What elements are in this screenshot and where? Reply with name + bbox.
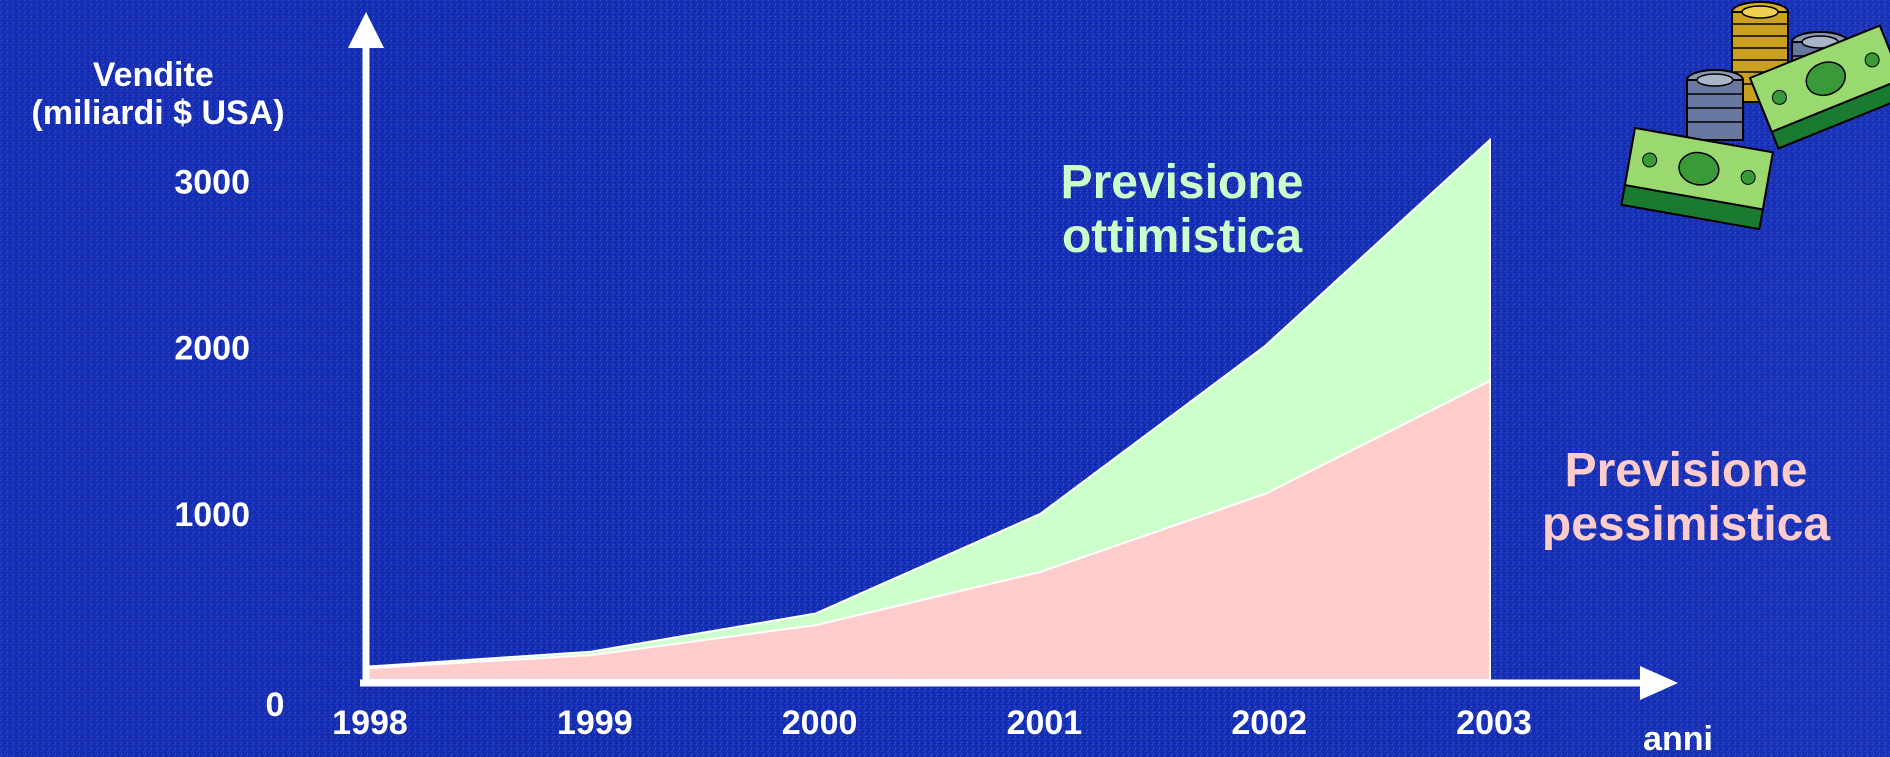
area-series-group [365, 137, 1491, 681]
y-tick-2000: 2000 [174, 330, 250, 368]
y-axis-label-line-2: (miliardi $ USA) [31, 94, 284, 132]
x-tick-1999: 1999 [557, 704, 633, 742]
money-coins-icon [1620, 1, 1890, 231]
y-tick-3000: 3000 [174, 163, 250, 201]
x-tick-2001: 2001 [1007, 704, 1083, 742]
x-tick-labels: 1998 1999 2000 2001 2002 2003 [332, 704, 1532, 742]
x-tick-2003: 2003 [1456, 704, 1532, 742]
y-tick-0: 0 [266, 686, 285, 724]
x-axis-arrow-icon [1640, 666, 1678, 700]
x-tick-2002: 2002 [1231, 704, 1307, 742]
x-tick-2000: 2000 [782, 704, 858, 742]
area-pessimistic [365, 379, 1491, 681]
y-tick-1000: 1000 [174, 496, 250, 534]
x-axis-label: anni [1643, 720, 1713, 757]
series-label-pessimistic: Previsione pessimistica [1542, 444, 1830, 551]
y-tick-labels: 0 1000 2000 3000 [174, 163, 284, 724]
y-axis-arrow-icon [348, 12, 384, 48]
axes [348, 12, 1678, 700]
series-labels: Previsione ottimistica Previsione pessimist… [1061, 156, 1831, 551]
y-axis-label: Vendite (miliardi $ USA) [31, 56, 284, 132]
y-axis-label-line-1: Vendite [93, 56, 214, 94]
x-tick-1998: 1998 [332, 704, 408, 742]
series-label-optimistic: Previsione ottimistica [1061, 156, 1304, 263]
